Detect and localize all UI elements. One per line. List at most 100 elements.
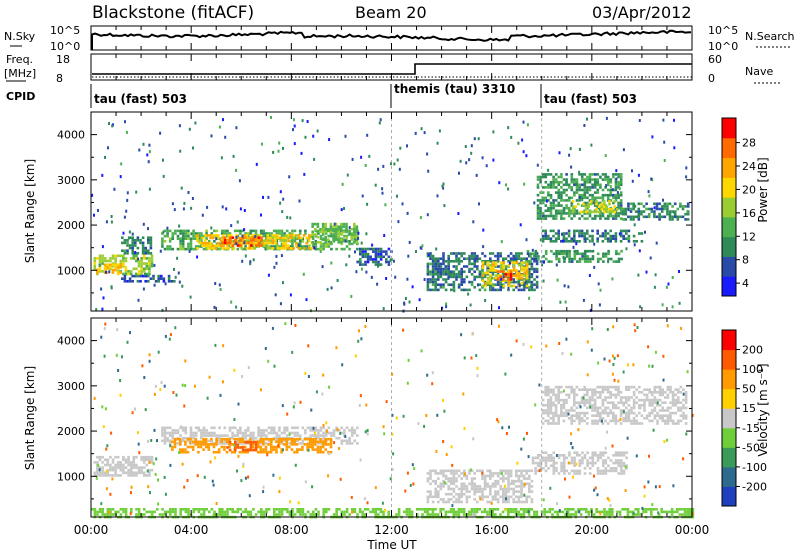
heatmap-cell <box>619 511 622 514</box>
heatmap-cell <box>169 338 171 341</box>
heatmap-cell <box>144 280 147 283</box>
heatmap-cell <box>131 244 134 247</box>
heatmap-cell <box>164 437 167 440</box>
heatmap-cell <box>146 474 149 477</box>
heatmap-cell <box>577 203 580 206</box>
heatmap-cell <box>437 268 440 271</box>
heatmap-cell <box>612 217 615 220</box>
heatmap-cell <box>127 472 130 475</box>
heatmap-cell <box>687 218 690 221</box>
heatmap-cell <box>375 184 377 187</box>
heatmap-cell <box>489 472 492 475</box>
heatmap-cell <box>349 226 351 229</box>
heatmap-cell <box>447 257 450 260</box>
heatmap-cell <box>452 513 455 516</box>
heatmap-cell <box>625 451 628 454</box>
heatmap-cell <box>615 197 618 200</box>
heatmap-cell <box>570 353 572 356</box>
heatmap-cell <box>468 490 471 493</box>
heatmap-cell <box>324 225 327 228</box>
heatmap-cell <box>501 472 503 475</box>
heatmap-cell <box>568 396 571 399</box>
heatmap-cell <box>568 197 571 200</box>
heatmap-cell <box>560 186 563 189</box>
heatmap-cell <box>94 268 97 271</box>
heatmap-cell <box>317 434 320 437</box>
heatmap-cell <box>517 513 520 516</box>
heatmap-cell <box>288 438 291 441</box>
heatmap-cell <box>203 511 206 514</box>
heatmap-cell <box>600 176 602 179</box>
heatmap-cell <box>143 223 145 226</box>
heatmap-cell <box>555 237 558 240</box>
heatmap-cell <box>576 212 579 215</box>
heatmap-cell <box>330 438 333 441</box>
heatmap-cell <box>576 394 579 397</box>
heatmap-cell <box>353 223 356 226</box>
heatmap-cell <box>565 237 568 240</box>
heatmap-cell <box>489 485 492 488</box>
heatmap-cell <box>561 250 564 253</box>
heatmap-cell <box>632 218 635 221</box>
heatmap-cell <box>104 327 106 330</box>
heatmap-cell <box>460 333 462 336</box>
heatmap-cell <box>504 373 506 376</box>
heatmap-cell <box>453 480 456 483</box>
heatmap-cell <box>672 399 675 402</box>
heatmap-cell <box>192 147 194 150</box>
heatmap-cell <box>672 404 675 407</box>
heatmap-cell <box>195 434 198 437</box>
heatmap-cell <box>315 429 318 432</box>
heatmap-cell <box>263 486 265 489</box>
heatmap-cell <box>580 513 583 516</box>
heatmap-cell <box>302 240 305 243</box>
heatmap-cell <box>270 438 273 441</box>
heatmap-cell <box>280 438 283 441</box>
heatmap-cell <box>354 511 357 514</box>
heatmap-cell <box>661 417 664 420</box>
heatmap-cell <box>380 118 382 121</box>
heatmap-cell <box>547 457 550 460</box>
heatmap-cell <box>473 257 476 260</box>
heatmap-cell <box>622 420 625 423</box>
heatmap-cell <box>275 441 278 444</box>
heatmap-cell <box>625 396 628 399</box>
heatmap-cell <box>460 255 463 258</box>
heatmap-cell <box>685 166 687 169</box>
heatmap-cell <box>589 462 592 465</box>
heatmap-cell <box>198 429 201 432</box>
heatmap-cell <box>101 472 104 475</box>
heatmap-cell <box>208 446 211 449</box>
heatmap-cell <box>535 255 538 258</box>
heatmap-cell <box>442 273 445 276</box>
heatmap-cell <box>126 242 129 245</box>
heatmap-cell <box>244 429 247 432</box>
heatmap-cell <box>586 230 589 233</box>
heatmap-cell <box>597 467 600 470</box>
heatmap-cell <box>528 477 531 480</box>
heatmap-cell <box>531 281 534 284</box>
heatmap-cell <box>560 217 563 220</box>
heatmap-cell <box>685 417 688 420</box>
heatmap-cell <box>578 186 581 189</box>
heatmap-cell <box>499 477 502 480</box>
heatmap-cell <box>286 427 289 430</box>
heatmap-cell <box>542 215 545 218</box>
heatmap-cell <box>603 211 606 214</box>
heatmap-cell <box>484 483 487 486</box>
heatmap-cell <box>458 276 461 279</box>
heatmap-cell <box>481 475 484 478</box>
heatmap-cell <box>192 446 195 449</box>
heatmap-cell <box>268 432 271 435</box>
heatmap-cell <box>207 242 210 245</box>
heatmap-cell <box>591 178 594 181</box>
heatmap-cell <box>473 483 476 486</box>
heatmap-cell <box>277 444 279 447</box>
heatmap-cell <box>498 306 500 309</box>
heatmap-cell <box>96 511 99 514</box>
heatmap-cell <box>120 466 123 469</box>
heatmap-cell <box>604 235 607 238</box>
heatmap-cell <box>468 268 471 271</box>
heatmap-cell <box>220 247 223 250</box>
heatmap-cell <box>613 260 616 263</box>
